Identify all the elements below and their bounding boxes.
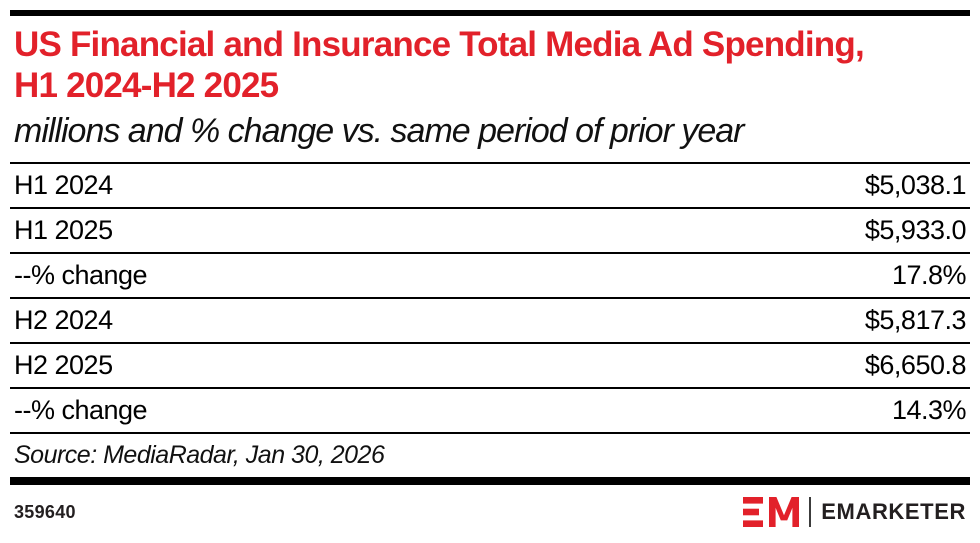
table-row: --% change 17.8% — [10, 252, 970, 297]
brand-lockup: EMARKETER — [743, 497, 966, 527]
brand-wordmark: EMARKETER — [821, 499, 966, 524]
row-label: H2 2024 — [14, 305, 113, 335]
data-table: H1 2024 $5,038.1 H1 2025 $5,933.0 --% ch… — [10, 162, 970, 434]
brand-divider — [809, 497, 812, 527]
row-value: $5,933.0 — [864, 215, 967, 245]
chart-subtitle: millions and % change vs. same period of… — [14, 112, 745, 150]
row-label: H1 2024 — [14, 170, 113, 200]
table-row: --% change 14.3% — [10, 387, 970, 432]
chart-title: US Financial and Insurance Total Media A… — [14, 25, 865, 105]
row-label: H2 2025 — [14, 350, 113, 380]
table-row: H1 2025 $5,933.0 — [10, 207, 970, 252]
table-row: H2 2024 $5,817.3 — [10, 297, 970, 342]
row-label: H1 2025 — [14, 215, 113, 245]
em-monogram-icon — [743, 497, 800, 527]
row-label: --% change — [14, 395, 148, 425]
bottom-rule — [10, 477, 970, 485]
table-row: H1 2024 $5,038.1 — [10, 162, 970, 207]
top-rule — [10, 10, 970, 16]
chart-id: 359640 — [14, 501, 76, 522]
table-row: H2 2025 $6,650.8 — [10, 342, 970, 387]
row-value: 17.8% — [891, 260, 967, 290]
footer: 359640 EMARKETER — [10, 493, 970, 531]
row-label: --% change — [14, 260, 148, 290]
row-value: $5,817.3 — [864, 305, 967, 335]
row-value: $5,038.1 — [864, 170, 967, 200]
row-value: 14.3% — [891, 395, 967, 425]
source-note: Source: MediaRadar, Jan 30, 2026 — [14, 441, 385, 469]
row-value: $6,650.8 — [864, 350, 967, 380]
